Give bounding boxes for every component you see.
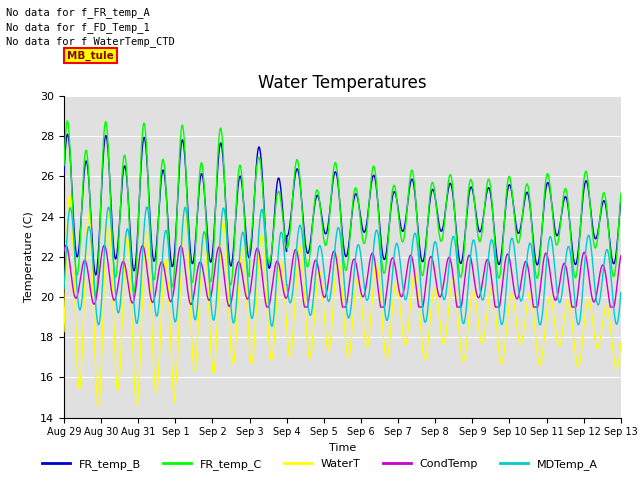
Y-axis label: Temperature (C): Temperature (C) bbox=[24, 211, 35, 302]
Text: No data for f_WaterTemp_CTD: No data for f_WaterTemp_CTD bbox=[6, 36, 175, 47]
Title: Water Temperatures: Water Temperatures bbox=[258, 73, 427, 92]
Legend: FR_temp_B, FR_temp_C, WaterT, CondTemp, MDTemp_A: FR_temp_B, FR_temp_C, WaterT, CondTemp, … bbox=[38, 455, 602, 474]
Text: MB_tule: MB_tule bbox=[67, 50, 114, 60]
Text: No data for f_FR_temp_A: No data for f_FR_temp_A bbox=[6, 7, 150, 18]
X-axis label: Time: Time bbox=[329, 443, 356, 453]
Text: No data for f_FD_Temp_1: No data for f_FD_Temp_1 bbox=[6, 22, 150, 33]
